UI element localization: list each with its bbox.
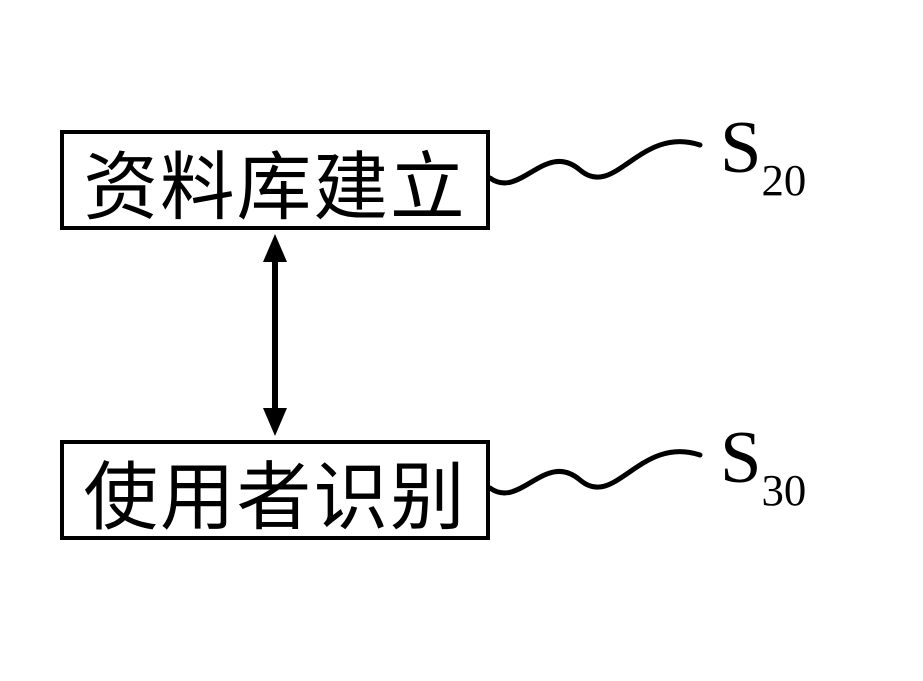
label-s20-main: S bbox=[720, 106, 762, 189]
arrow-head-down-icon bbox=[263, 408, 287, 436]
node-user-identify-text: 使用者识别 bbox=[83, 436, 466, 545]
node-database-build-text: 资料库建立 bbox=[83, 126, 466, 235]
arrow-shaft bbox=[272, 258, 278, 412]
leader-line-bottom bbox=[490, 430, 720, 520]
node-user-identify: 使用者识别 bbox=[60, 440, 490, 540]
node-database-build: 资料库建立 bbox=[60, 130, 490, 230]
label-s30-main: S bbox=[720, 416, 762, 499]
leader-line-top bbox=[490, 120, 720, 210]
label-s20-sub: 20 bbox=[762, 155, 807, 205]
diagram-canvas: 资料库建立 S20 使用者识别 S30 bbox=[0, 0, 923, 681]
label-s30-sub: 30 bbox=[762, 465, 807, 515]
label-s20: S20 bbox=[720, 105, 806, 199]
label-s30: S30 bbox=[720, 415, 806, 509]
